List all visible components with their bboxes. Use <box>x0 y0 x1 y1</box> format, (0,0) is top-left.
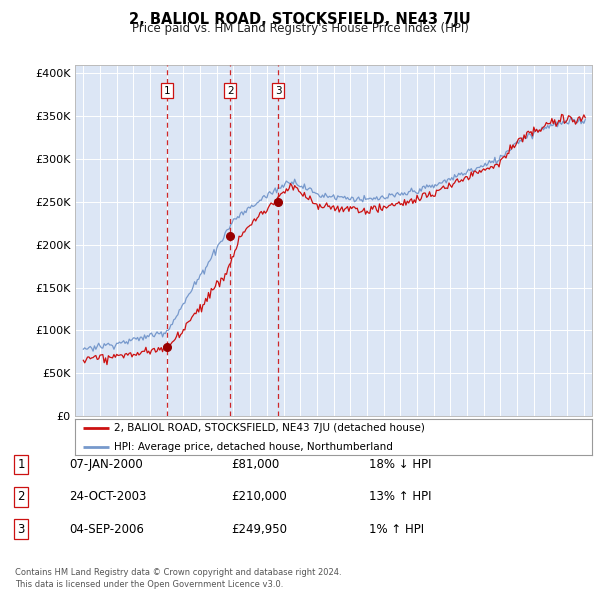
Text: 2, BALIOL ROAD, STOCKSFIELD, NE43 7JU (detached house): 2, BALIOL ROAD, STOCKSFIELD, NE43 7JU (d… <box>114 423 425 433</box>
Text: 3: 3 <box>17 523 25 536</box>
Text: £249,950: £249,950 <box>231 523 287 536</box>
Text: 2, BALIOL ROAD, STOCKSFIELD, NE43 7JU: 2, BALIOL ROAD, STOCKSFIELD, NE43 7JU <box>129 12 471 27</box>
Text: 24-OCT-2003: 24-OCT-2003 <box>69 490 146 503</box>
Text: £210,000: £210,000 <box>231 490 287 503</box>
Text: 13% ↑ HPI: 13% ↑ HPI <box>369 490 431 503</box>
Text: 1% ↑ HPI: 1% ↑ HPI <box>369 523 424 536</box>
Text: 04-SEP-2006: 04-SEP-2006 <box>69 523 144 536</box>
Text: £81,000: £81,000 <box>231 458 279 471</box>
Text: HPI: Average price, detached house, Northumberland: HPI: Average price, detached house, Nort… <box>114 442 392 453</box>
Text: Price paid vs. HM Land Registry's House Price Index (HPI): Price paid vs. HM Land Registry's House … <box>131 22 469 35</box>
Text: 2: 2 <box>227 86 233 96</box>
Text: 1: 1 <box>164 86 170 96</box>
Text: Contains HM Land Registry data © Crown copyright and database right 2024.
This d: Contains HM Land Registry data © Crown c… <box>15 568 341 589</box>
Text: 3: 3 <box>275 86 281 96</box>
Text: 2: 2 <box>17 490 25 503</box>
Text: 18% ↓ HPI: 18% ↓ HPI <box>369 458 431 471</box>
Text: 1: 1 <box>17 458 25 471</box>
Text: 07-JAN-2000: 07-JAN-2000 <box>69 458 143 471</box>
